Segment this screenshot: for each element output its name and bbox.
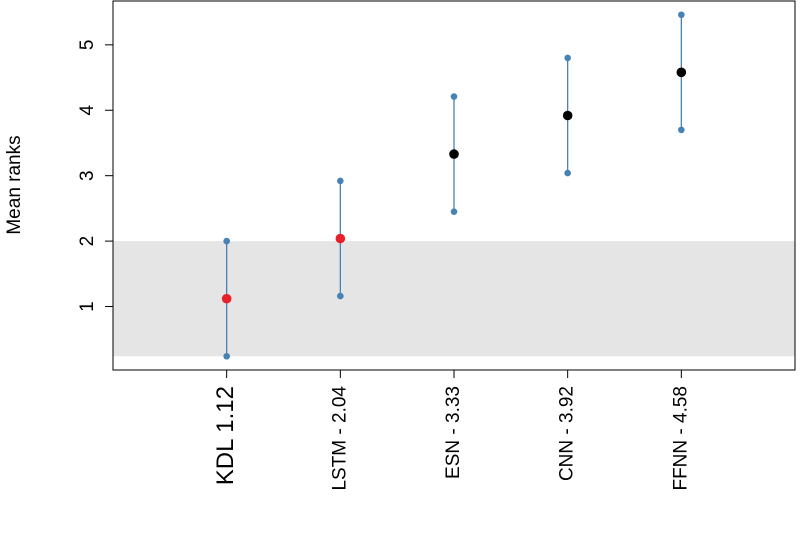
x-tick-label: CNN - 3.92 (557, 386, 578, 481)
interval-lower (564, 169, 571, 177)
mean-point (221, 293, 232, 304)
plot-frame (112, 0, 796, 371)
mean-point (449, 149, 459, 159)
interval-upper (223, 237, 230, 245)
interval-upper (678, 11, 685, 19)
mean-point (676, 67, 687, 78)
interval-lower (223, 352, 230, 360)
mean-point (335, 233, 346, 244)
x-tick-label: KDL 1.12 (212, 386, 239, 485)
mean-point (562, 110, 573, 121)
highlight-band (113, 241, 795, 357)
interval-lower (337, 292, 344, 300)
interval-upper (450, 93, 458, 100)
y-tick-label: 3 (77, 170, 98, 181)
x-tick-label: ESN - 3.33 (443, 386, 464, 479)
y-tick-label: 4 (77, 105, 98, 116)
y-axis-label: Mean ranks (4, 135, 25, 234)
interval-upper (337, 177, 344, 185)
y-tick-label: 5 (77, 40, 98, 51)
y-tick-label: 1 (77, 301, 98, 312)
y-tick-label: 2 (77, 236, 98, 247)
x-tick-label: FFNN - 4.58 (670, 386, 691, 491)
interval-upper (564, 54, 571, 62)
interval-lower (450, 208, 458, 215)
x-tick-label: LSTM - 2.04 (329, 386, 350, 491)
interval-lower (678, 126, 685, 134)
